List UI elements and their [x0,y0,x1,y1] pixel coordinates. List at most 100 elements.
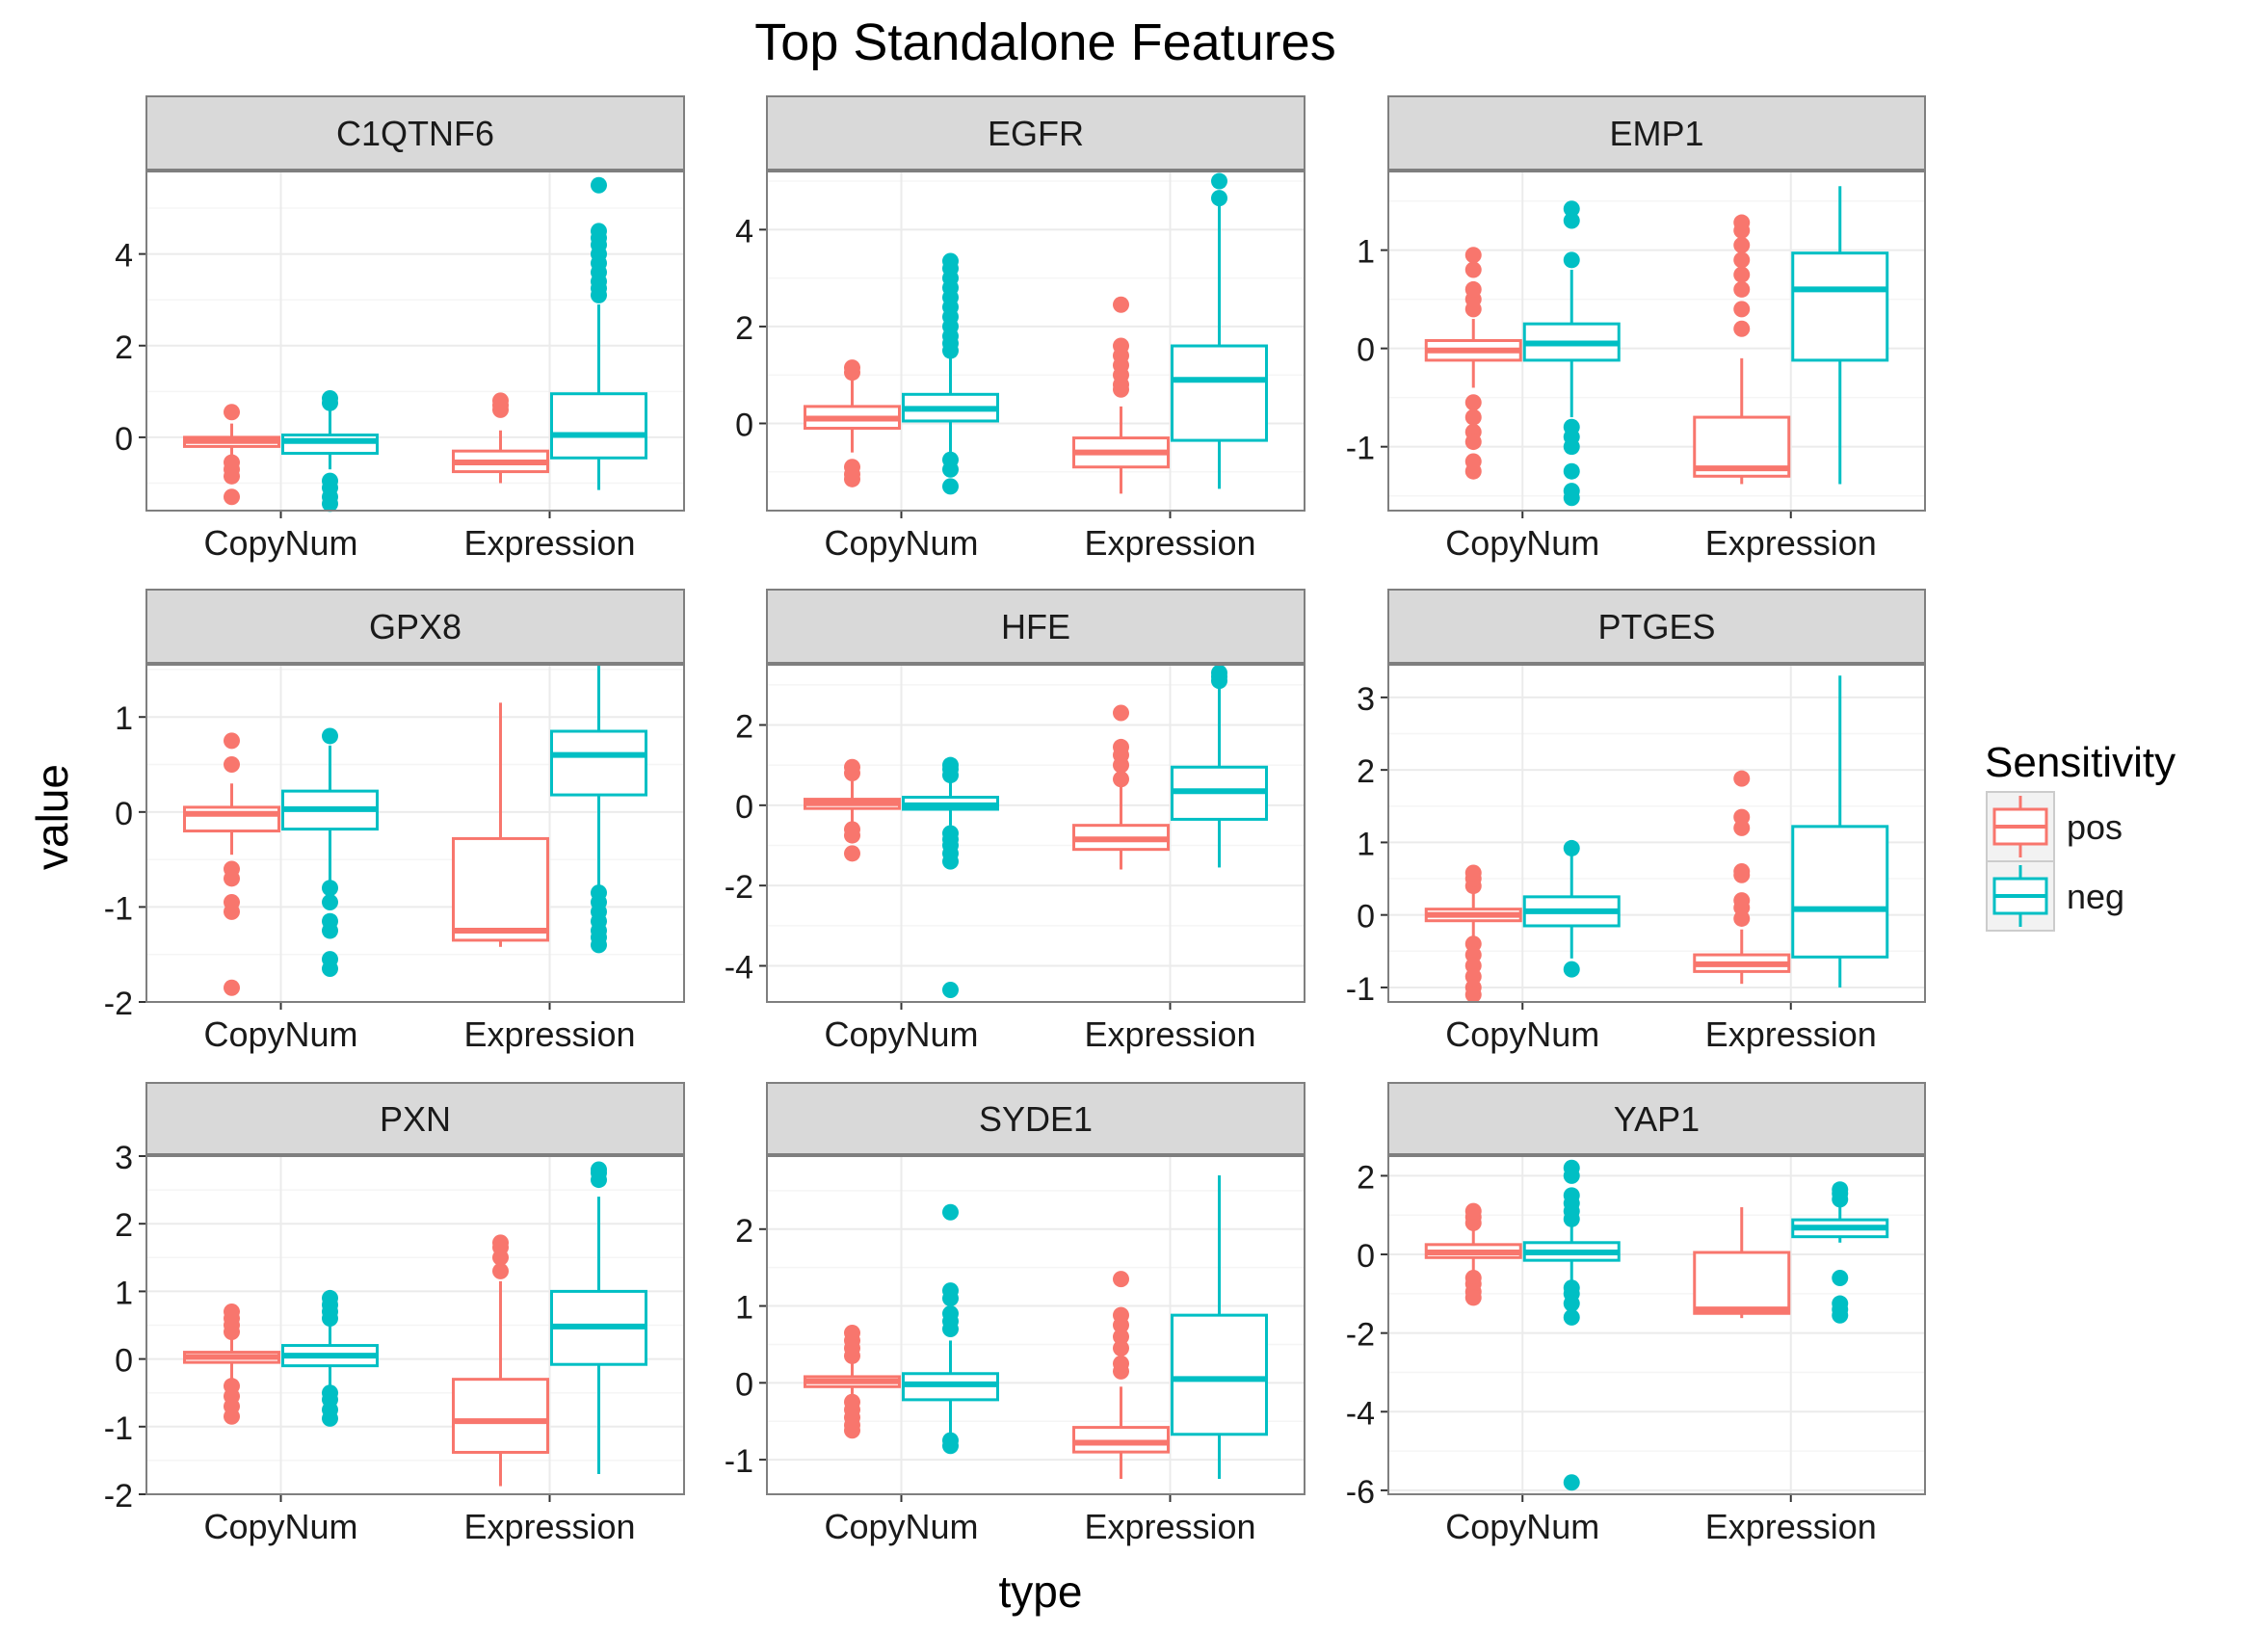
box-expression-pos [1693,770,1791,985]
outlier-point [224,732,240,750]
outlier-point [1211,190,1227,207]
box-expression-pos [1072,1271,1170,1480]
y-tick-label: -1 [725,1443,753,1480]
x-tick-label: Expression [1705,1014,1877,1054]
outlier-point [1832,1306,1849,1324]
outlier-point [1563,462,1580,480]
outlier-point [1733,301,1751,318]
outlier-point [1733,214,1751,231]
box-expression-neg [1791,675,1889,988]
legend-title: Sensitivity [1985,739,2176,786]
outlier-point [322,389,338,407]
box-copynum-pos [183,732,280,996]
facet-egfr: EGFR 0 2 4 CopyNum Expression [735,95,1305,563]
outlier-point [322,1289,338,1306]
outlier-point [224,870,240,887]
facet-strip-label: HFE [1001,607,1070,646]
box-iqr [452,836,549,942]
outlier-point [224,979,240,996]
x-tick-label: CopyNum [824,523,978,563]
y-tick-label: 3 [1357,681,1375,718]
y-tick-label: 2 [735,1213,753,1250]
y-tick-label: 0 [115,1343,133,1380]
x-tick-label: CopyNum [203,1014,357,1054]
y-tick-label: 1 [115,1275,133,1311]
box-iqr [281,434,379,456]
x-tick-label: Expression [1084,1014,1255,1054]
x-tick-label: Expression [463,523,635,563]
x-tick-label: Expression [1705,523,1877,563]
outlier-point [591,936,607,954]
box-iqr [1791,251,1889,362]
outlier-point [1563,200,1580,218]
y-tick-label: -6 [1346,1474,1375,1511]
y-tick-label: 2 [735,310,753,347]
y-tick-label: 0 [735,789,753,826]
y-tick-label: 3 [115,1140,133,1176]
panel-border [145,1155,685,1495]
facet-strip-label: GPX8 [369,607,462,646]
panel-border [145,664,685,1003]
panel-border [1387,1155,1926,1495]
panel-border [766,171,1305,512]
facet-strip-label: EGFR [988,114,1084,153]
facet-strip-label: EMP1 [1609,114,1703,153]
outlier-point [844,1422,860,1439]
y-tick-label: 2 [1357,1159,1375,1196]
outlier-point [942,1203,959,1221]
panel-border [145,171,685,512]
outlier-point [1113,1339,1129,1356]
outlier-point [1563,438,1580,456]
x-tick-label: CopyNum [1445,1014,1599,1054]
box-copynum-neg [281,727,379,977]
outlier-point [942,756,959,774]
box-expression-pos [452,702,549,947]
box-copynum-pos [804,758,901,862]
y-tick-label: 2 [115,1207,133,1244]
y-tick-label: -2 [104,986,133,1022]
y-tick-label: 0 [115,796,133,832]
box-expression-pos [1693,1207,1791,1319]
outlier-point [224,903,240,920]
facet-strip-label: PTGES [1597,607,1715,646]
outlier-point [1563,1295,1580,1312]
y-tick-label: 2 [1357,753,1375,790]
outlier-point [322,727,338,745]
outlier-point [942,1305,959,1323]
outlier-point [942,1282,959,1300]
box-iqr [1171,344,1268,442]
y-tick-label: -1 [1346,431,1375,467]
box-expression-pos [452,392,549,484]
box-expression-pos [1693,214,1791,485]
box-expression-pos [1072,704,1170,870]
y-tick-label: 4 [735,213,753,250]
legend-item-pos: pos [1986,791,2123,862]
outlier-point [1563,1187,1580,1204]
box-iqr [452,1378,549,1454]
facet-strip-label: SYDE1 [979,1099,1093,1139]
facet-strip-label: PXN [380,1099,451,1139]
outlier-point [492,1262,509,1279]
outlier-point [844,359,860,377]
panel-border [1387,664,1926,1003]
outlier-point [1832,1181,1849,1198]
box-copynum-neg [902,1203,999,1455]
outlier-point [1733,863,1751,881]
x-tick-label: Expression [1705,1507,1877,1546]
y-tick-label: -1 [104,1410,133,1447]
outlier-point [1832,1270,1849,1287]
outlier-point [1113,1306,1129,1324]
y-tick-label: -1 [1346,971,1375,1008]
outlier-point [942,853,959,870]
outlier-point [591,1161,607,1178]
facet-hfe: HFE -4 -2 0 2 CopyNum Expression [725,589,1305,1054]
outlier-point [1211,664,1227,681]
facet-yap1: YAP1 -6 -4 -2 0 2 CopyNum Expression [1346,1082,1926,1546]
box-iqr [1791,825,1889,959]
outlier-point [322,495,338,513]
outlier-point [1733,808,1751,826]
facet-strip [145,95,685,171]
legend-item-neg: neg [1986,860,2124,932]
y-axis-title: value [27,764,77,870]
outlier-point [591,176,607,194]
